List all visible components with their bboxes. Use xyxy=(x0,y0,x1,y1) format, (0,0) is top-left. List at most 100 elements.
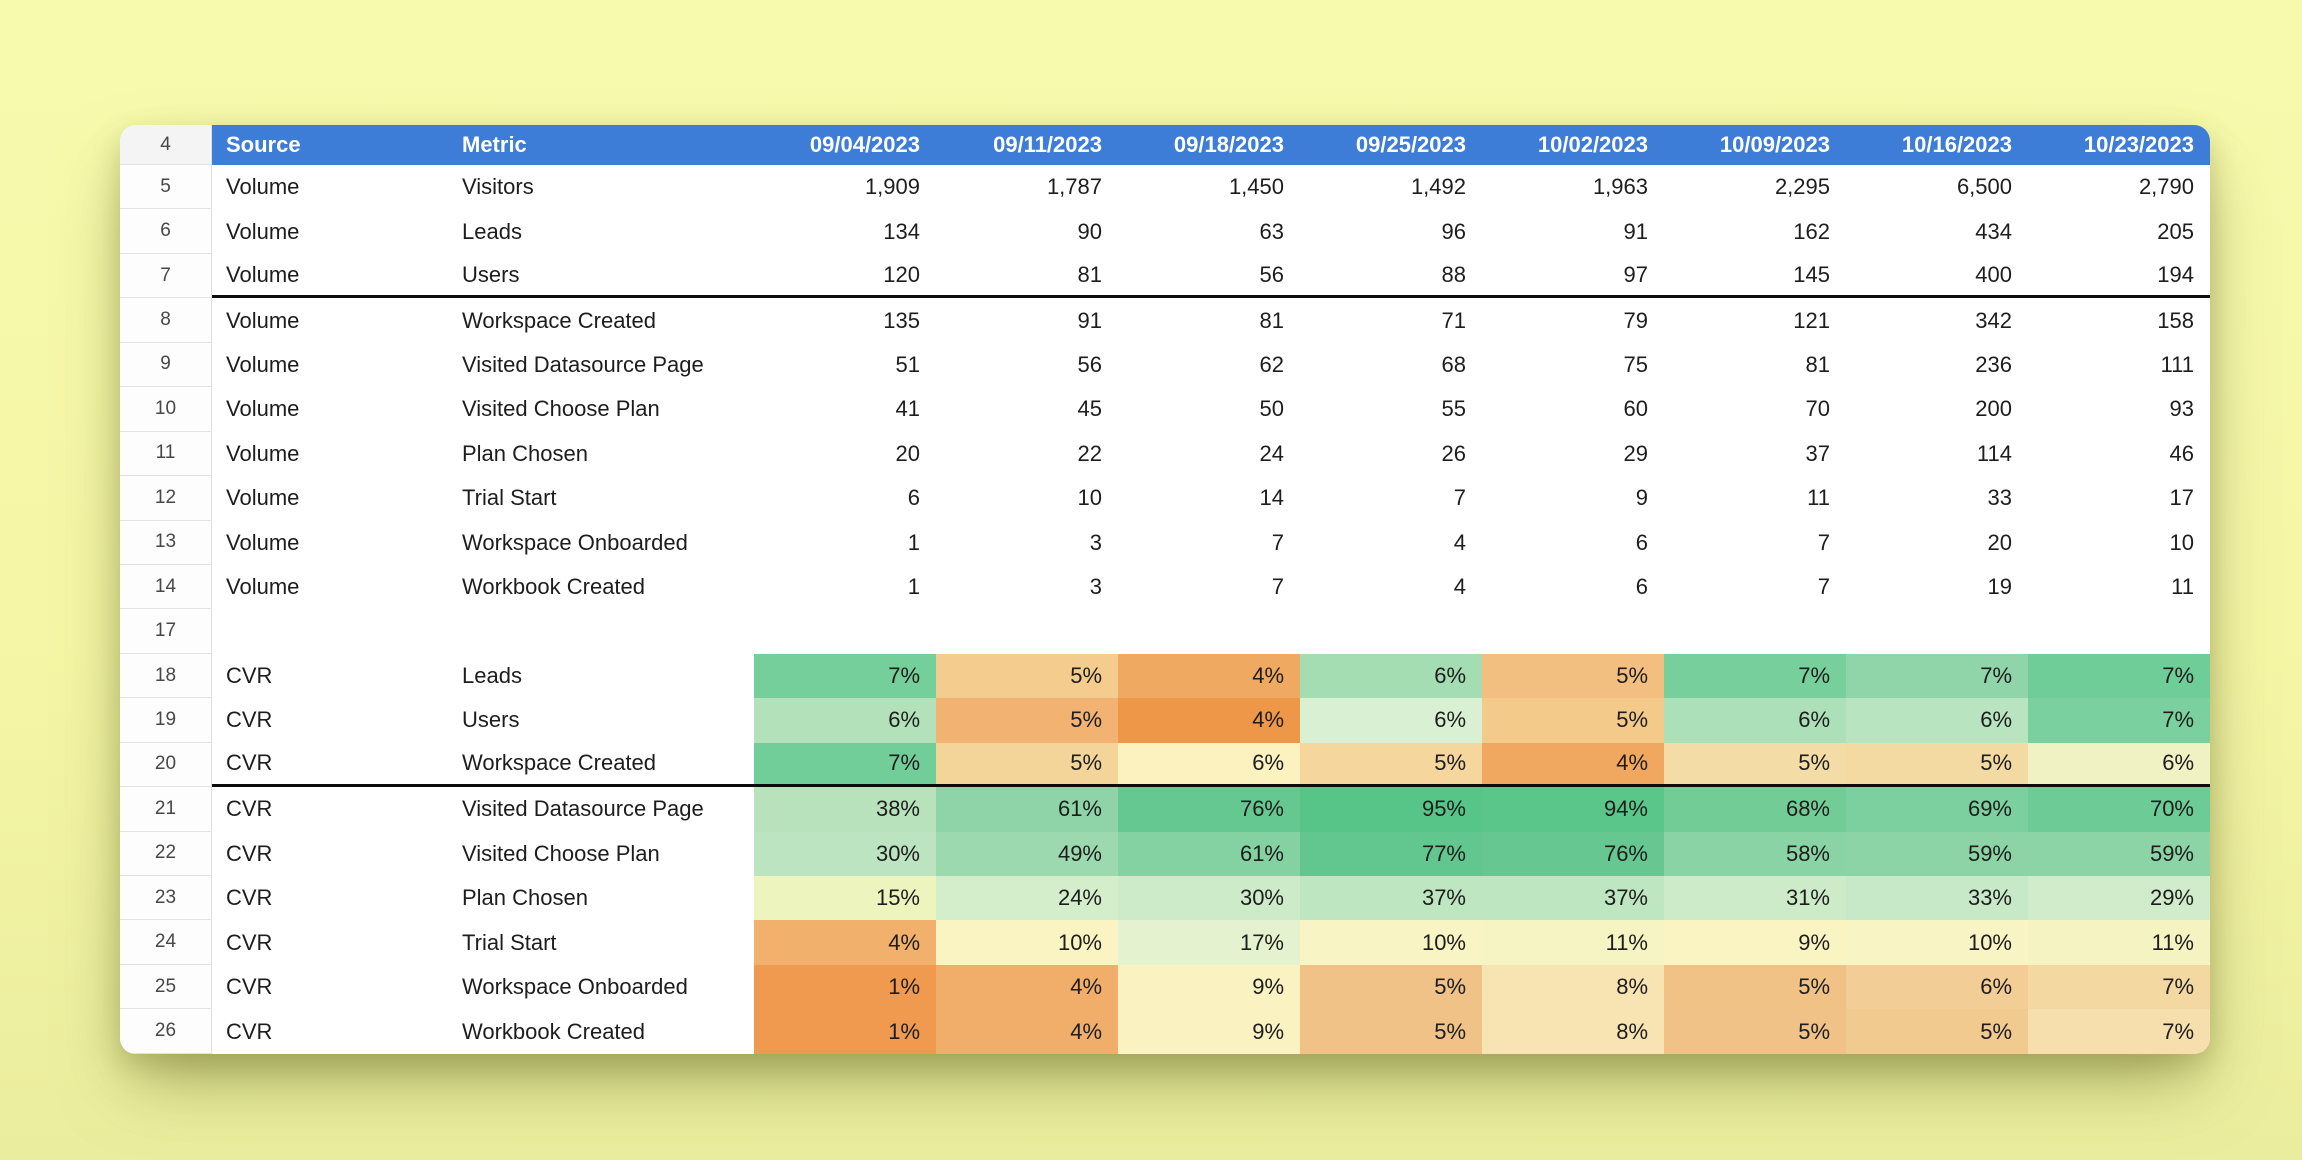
cell-value[interactable]: 8% xyxy=(1482,1009,1664,1054)
cell-value[interactable]: 5% xyxy=(1846,742,2028,788)
cell-value[interactable]: 4% xyxy=(1482,742,1664,788)
cell-value[interactable]: 6% xyxy=(754,698,936,743)
row-number[interactable]: 10 xyxy=(120,387,212,432)
cell-value[interactable]: 111 xyxy=(2160,351,2194,377)
cell-value[interactable]: 4% xyxy=(754,920,936,965)
cell-source[interactable]: CVR xyxy=(212,743,448,788)
row-number[interactable]: 14 xyxy=(120,564,212,610)
cell-source[interactable] xyxy=(212,609,448,653)
cell-value[interactable]: 1% xyxy=(754,1009,936,1054)
row-number[interactable]: 23 xyxy=(120,876,212,921)
cell-source[interactable]: Volume xyxy=(226,485,300,511)
cell-value[interactable]: 61% xyxy=(1118,831,1300,876)
cell-value[interactable]: 1,963 xyxy=(1592,174,1648,200)
cell-value[interactable]: 1 xyxy=(907,529,920,555)
cell-value[interactable]: 56 xyxy=(1118,254,1300,299)
column-header[interactable]: 10/23/2023 xyxy=(2028,125,2210,165)
cell-value[interactable]: 46 xyxy=(2169,440,2194,466)
cell-value[interactable]: 1,492 xyxy=(1410,174,1466,200)
cell-value[interactable]: 6% xyxy=(1300,653,1482,699)
cell-value[interactable]: 69% xyxy=(1846,787,2028,832)
cell-value[interactable]: 11% xyxy=(2028,920,2210,965)
row-number[interactable]: 17 xyxy=(120,609,212,654)
cell-value[interactable]: 90 xyxy=(1077,218,1102,244)
cell-value[interactable]: 9% xyxy=(1664,920,1846,965)
cell-value[interactable]: 158 xyxy=(2157,307,2194,333)
cell-value[interactable]: 24% xyxy=(936,876,1118,921)
cell-value[interactable] xyxy=(1482,609,1664,653)
cell-value[interactable]: 2,790 xyxy=(2138,174,2194,200)
cell-metric[interactable]: Workspace Created xyxy=(462,307,657,333)
cell-source[interactable]: Volume xyxy=(226,218,300,244)
cell-value[interactable]: 5% xyxy=(1482,653,1664,699)
column-header[interactable]: 10/09/2023 xyxy=(1664,125,1846,165)
row-number[interactable]: 26 xyxy=(120,1009,212,1054)
cell-value[interactable]: 7% xyxy=(2028,653,2210,699)
cell-metric[interactable]: Leads xyxy=(462,663,522,689)
cell-value[interactable]: 10% xyxy=(936,920,1118,965)
cell-value[interactable]: 7% xyxy=(754,653,936,699)
cell-value[interactable]: 134 xyxy=(883,218,920,244)
cell-metric[interactable]: Trial Start xyxy=(462,485,557,511)
cell-source[interactable]: CVR xyxy=(226,707,273,733)
cell-value[interactable]: 6 xyxy=(1635,529,1648,555)
cell-value[interactable]: 7 xyxy=(1453,485,1466,511)
cell-value[interactable]: 20 xyxy=(895,440,920,466)
cell-value[interactable]: 5% xyxy=(1664,1009,1846,1054)
cell-value[interactable]: 79 xyxy=(1623,307,1648,333)
row-number[interactable]: 24 xyxy=(120,920,212,965)
column-header[interactable]: 09/11/2023 xyxy=(936,125,1118,165)
cell-source[interactable]: CVR xyxy=(226,929,273,955)
cell-value[interactable] xyxy=(936,609,1118,653)
cell-value[interactable]: 91 xyxy=(1623,218,1648,244)
row-number[interactable]: 22 xyxy=(120,831,212,876)
cell-value[interactable]: 19 xyxy=(1987,574,2012,600)
cell-value[interactable]: 4% xyxy=(1118,653,1300,699)
cell-metric[interactable]: Visitors xyxy=(462,174,534,200)
cell-metric[interactable]: Workbook Created xyxy=(462,574,646,600)
cell-value[interactable]: 4 xyxy=(1453,574,1466,600)
row-number[interactable]: 8 xyxy=(120,298,212,343)
cell-value[interactable]: 81 xyxy=(936,254,1118,299)
cell-value[interactable]: 120 xyxy=(754,254,936,299)
row-number[interactable]: 21 xyxy=(120,787,212,832)
cell-source[interactable]: Volume xyxy=(226,396,300,422)
cell-value[interactable]: 75 xyxy=(1623,351,1648,377)
cell-value[interactable]: 37% xyxy=(1482,876,1664,921)
cell-value[interactable]: 4% xyxy=(1118,698,1300,743)
cell-value[interactable]: 91 xyxy=(1077,307,1102,333)
cell-value[interactable]: 59% xyxy=(2028,831,2210,876)
cell-value[interactable]: 6 xyxy=(907,485,920,511)
cell-source[interactable]: CVR xyxy=(226,663,273,689)
column-header[interactable]: 09/25/2023 xyxy=(1300,125,1482,165)
cell-value[interactable]: 97 xyxy=(1482,254,1664,299)
cell-value[interactable]: 77% xyxy=(1300,831,1482,876)
cell-source[interactable]: Volume xyxy=(226,529,300,555)
cell-value[interactable]: 5% xyxy=(1846,1009,2028,1054)
cell-value[interactable]: 6% xyxy=(1846,698,2028,743)
cell-metric[interactable]: Users xyxy=(462,707,520,733)
cell-value[interactable]: 5% xyxy=(1664,742,1846,788)
cell-value[interactable]: 11 xyxy=(2171,574,2194,600)
row-number[interactable]: 12 xyxy=(120,476,212,521)
cell-value[interactable]: 17 xyxy=(2169,485,2194,511)
cell-value[interactable]: 10% xyxy=(1846,920,2028,965)
cell-value[interactable]: 4% xyxy=(936,964,1118,1010)
cell-metric[interactable]: Visited Datasource Page xyxy=(462,351,704,377)
row-number[interactable]: 20 xyxy=(120,742,212,788)
cell-value[interactable]: 81 xyxy=(1259,307,1284,333)
cell-value[interactable]: 11% xyxy=(1482,920,1664,965)
cell-value[interactable]: 30% xyxy=(1118,876,1300,921)
cell-value[interactable]: 22 xyxy=(1077,440,1102,466)
cell-value[interactable]: 7% xyxy=(754,742,936,788)
cell-value[interactable]: 400 xyxy=(1846,254,2028,299)
cell-value[interactable]: 56 xyxy=(1077,351,1102,377)
cell-source[interactable]: CVR xyxy=(226,1018,273,1044)
cell-value[interactable]: 7 xyxy=(1271,574,1284,600)
cell-value[interactable]: 14 xyxy=(1259,485,1284,511)
cell-metric[interactable]: Leads xyxy=(462,218,522,244)
row-number[interactable]: 13 xyxy=(120,520,212,565)
cell-metric[interactable]: Plan Chosen xyxy=(462,885,588,911)
cell-value[interactable]: 1 xyxy=(907,574,920,600)
cell-value[interactable]: 33 xyxy=(1987,485,2012,511)
